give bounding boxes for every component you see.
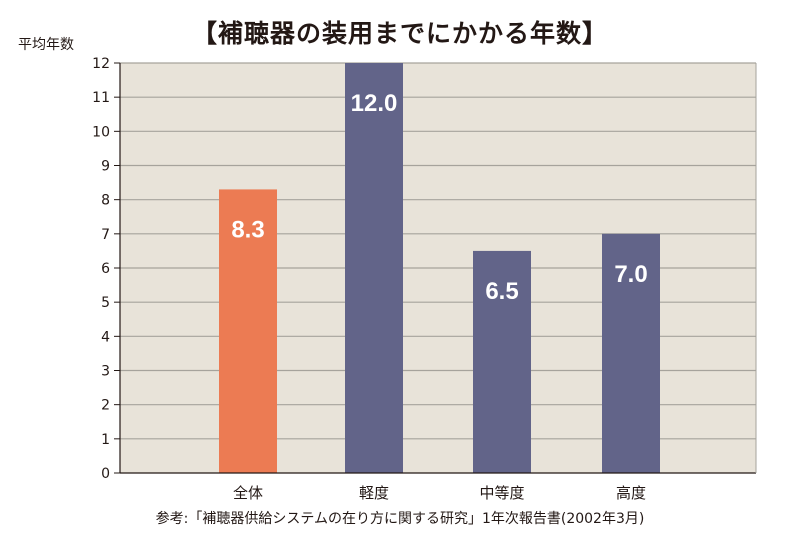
source-note: 参考:「補聴器供給システムの在り方に関する研究」1年次報告書(2002年3月) — [155, 511, 645, 527]
chart-title: 【補聴器の装用までにかかる年数】 — [191, 19, 608, 48]
bar — [473, 250, 531, 473]
bar-value-label: 12.0 — [351, 90, 398, 117]
y-axis-unit-label: 平均年数 — [18, 37, 74, 53]
x-category-label: 高度 — [616, 484, 646, 502]
x-category-label: 中等度 — [479, 484, 524, 502]
y-tick-label: 6 — [101, 261, 110, 277]
y-tick-label: 3 — [101, 364, 110, 380]
bar — [345, 63, 403, 473]
value-labels: 8.3 12.0 6.5 7.0 — [231, 90, 647, 305]
y-tick-label: 7 — [101, 227, 110, 243]
y-tick-label: 11 — [92, 90, 110, 106]
y-tick-label: 8 — [101, 193, 110, 209]
y-tick-label: 12 — [92, 56, 110, 72]
y-tick-label: 0 — [101, 466, 110, 482]
x-category-label: 軽度 — [359, 484, 389, 502]
y-tick-label: 4 — [101, 329, 110, 345]
bars — [219, 63, 660, 473]
bar — [602, 233, 660, 473]
bar-value-label: 8.3 — [231, 216, 264, 243]
y-tick-label: 10 — [92, 124, 110, 140]
y-tick-label: 9 — [101, 159, 110, 175]
bar-value-label: 6.5 — [485, 278, 518, 305]
x-category-label: 全体 — [233, 484, 263, 502]
bar-value-label: 7.0 — [614, 261, 647, 288]
y-tick-label: 2 — [101, 398, 110, 414]
y-tick-label: 5 — [101, 295, 110, 311]
y-tick-label: 1 — [101, 432, 110, 448]
bar — [219, 189, 277, 473]
